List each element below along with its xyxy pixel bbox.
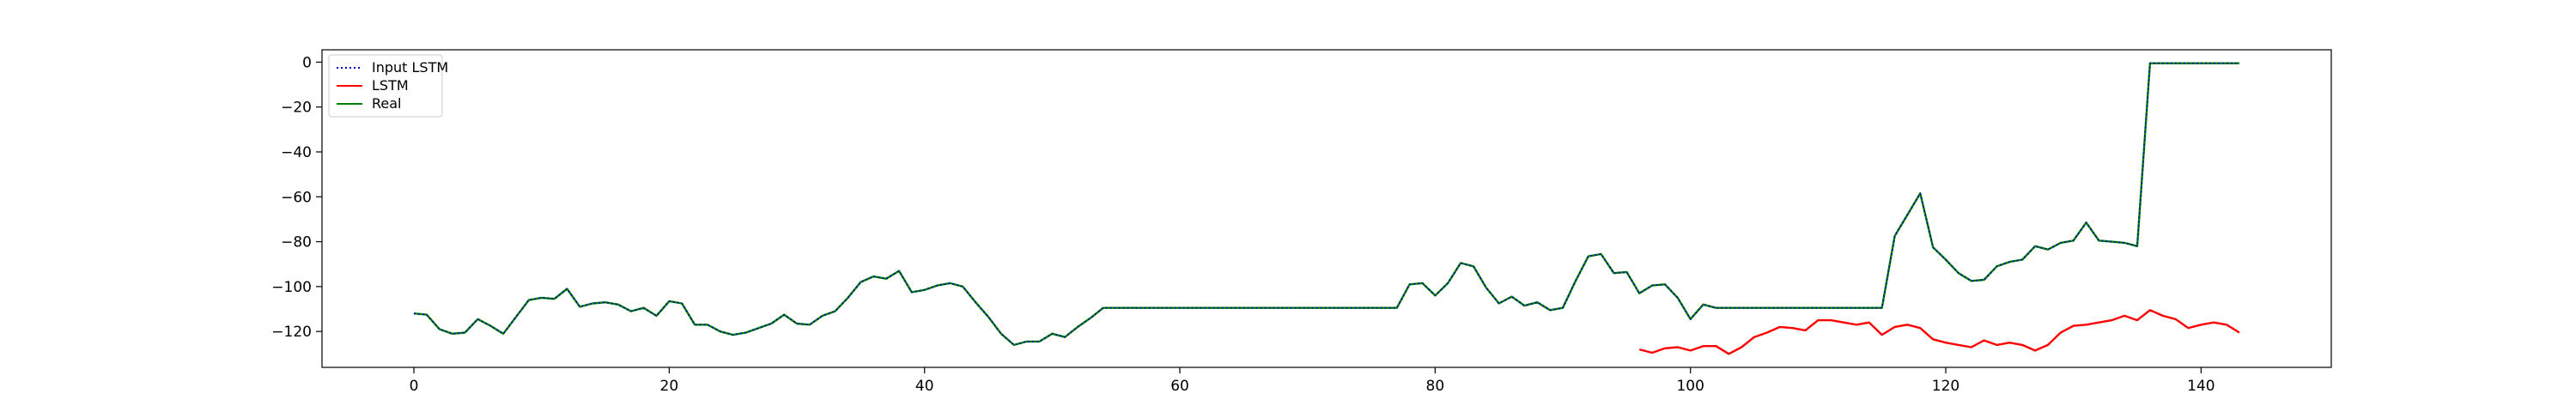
series-line-real: [413, 62, 2239, 347]
legend-box: [328, 54, 443, 118]
x-tick-label: 60: [1170, 378, 1189, 395]
legend-label: Real: [372, 95, 402, 112]
legend-label: Input LSTM: [372, 59, 448, 76]
x-tick-label: 80: [1426, 378, 1445, 395]
x-axis: 0 20 40 60 80 100 120 140: [410, 367, 2215, 395]
y-tick-label: −20: [281, 100, 312, 117]
y-tick-label: −80: [281, 234, 312, 251]
y-tick-label: −40: [281, 144, 312, 161]
y-tick-label: −120: [271, 324, 312, 341]
series-line-lstm: [1638, 309, 2240, 355]
x-tick-label: 140: [2187, 378, 2215, 395]
plot-area-frame: [321, 49, 2332, 368]
x-tick-label: 100: [1676, 378, 1704, 395]
y-tick-label: 0: [302, 54, 312, 71]
x-tick-label: 40: [915, 378, 934, 395]
legend-label: LSTM: [372, 77, 409, 94]
x-tick-label: 20: [660, 378, 679, 395]
x-tick-label: 0: [410, 378, 419, 395]
x-tick-label: 120: [1932, 378, 1959, 395]
y-axis: 0 −20 −40 −60 −80 −100 −120: [271, 54, 322, 341]
y-tick-label: −60: [281, 189, 312, 206]
y-tick-label: −100: [271, 279, 312, 296]
series-layer: [413, 62, 2240, 355]
